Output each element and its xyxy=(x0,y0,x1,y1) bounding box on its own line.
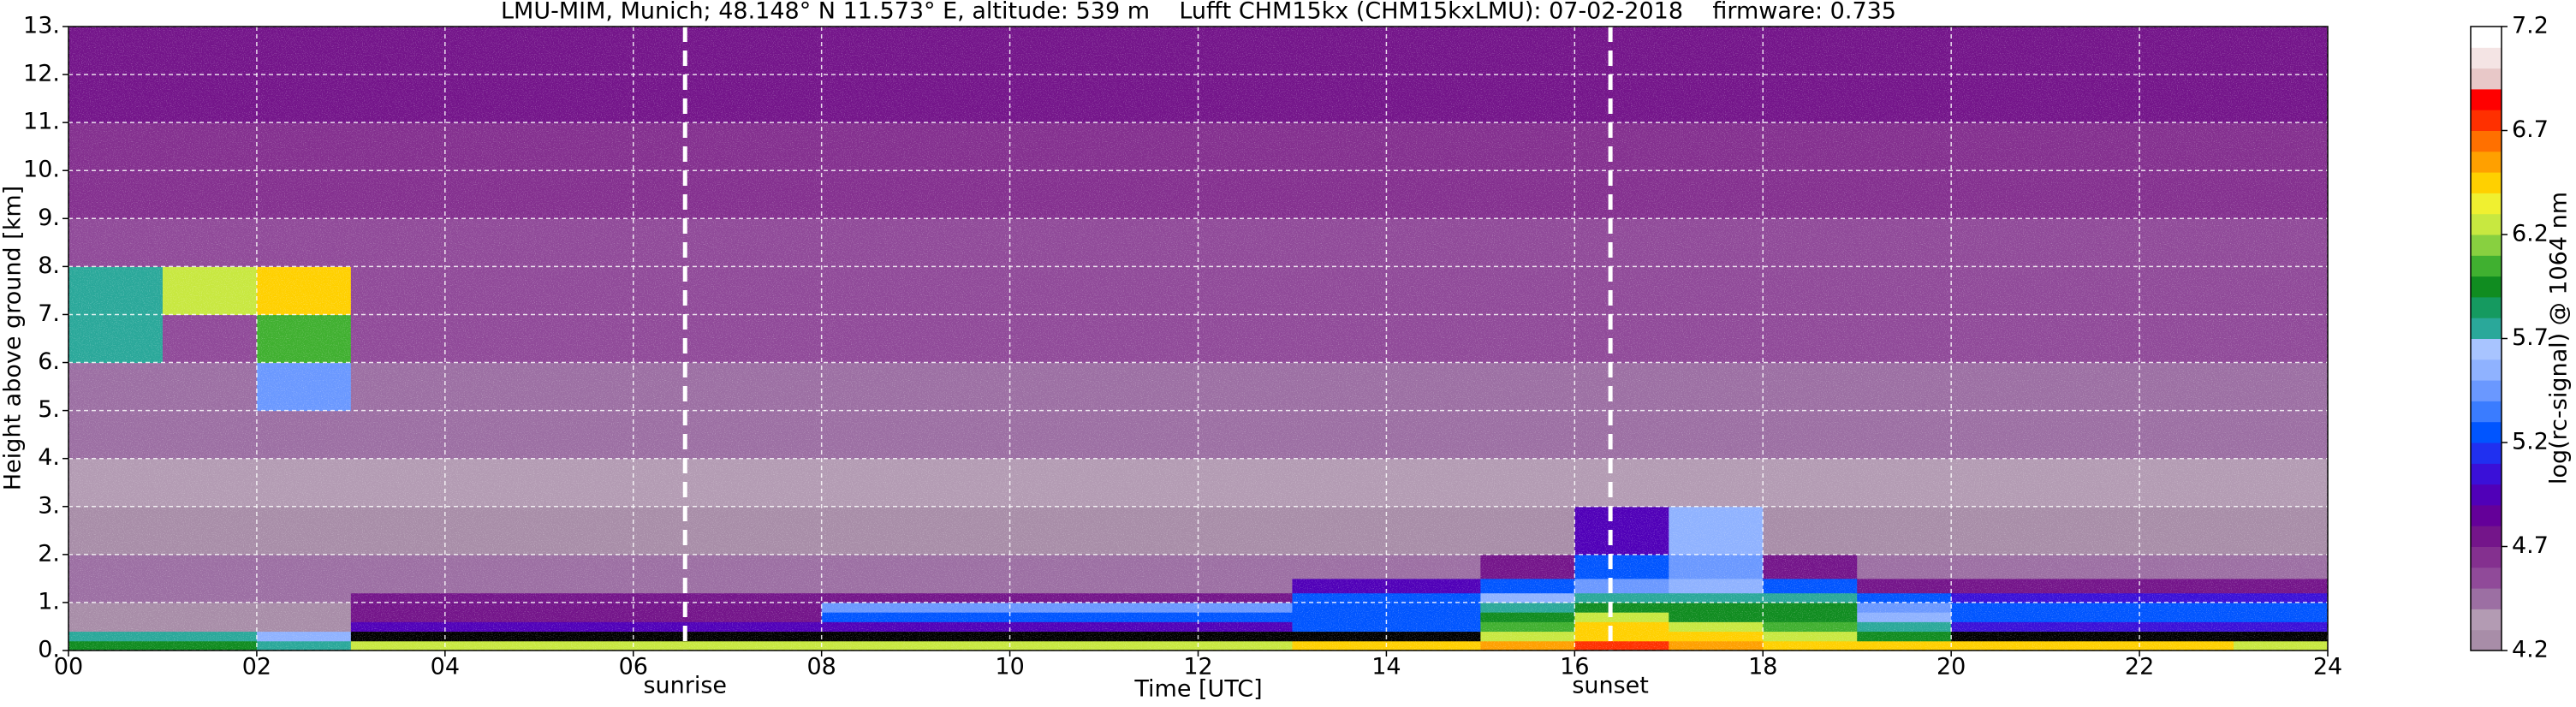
colorbar-band xyxy=(2471,609,2502,631)
colorbar-band xyxy=(2471,110,2502,131)
colorbar-band xyxy=(2471,588,2502,609)
colorbar-tick-label: 6.7 xyxy=(2512,116,2549,143)
colorbar-band xyxy=(2471,130,2502,152)
x-tick-label: 12 xyxy=(1183,654,1212,680)
colorbar-band xyxy=(2471,27,2502,48)
colorbar-band xyxy=(2471,629,2502,651)
y-tick-label: 12. xyxy=(23,61,60,87)
x-tick-label: 18 xyxy=(1748,654,1777,680)
colorbar-band xyxy=(2471,235,2502,256)
x-tick-label: 02 xyxy=(242,654,271,680)
y-tick-label: 3. xyxy=(38,492,60,519)
colorbar-band xyxy=(2471,443,2502,464)
colorbar-band xyxy=(2471,172,2502,193)
x-tick-label: 22 xyxy=(2125,654,2154,680)
colorbar-band xyxy=(2471,546,2502,568)
y-tick-label: 13. xyxy=(23,13,60,39)
colorbar-band xyxy=(2471,463,2502,485)
colorbar-band xyxy=(2471,359,2502,381)
annotation-label: sunset xyxy=(1572,673,1649,699)
colorbar-band xyxy=(2471,296,2502,318)
annotation-label: sunrise xyxy=(643,673,727,699)
colorbar-band xyxy=(2471,567,2502,589)
colorbar-band xyxy=(2471,276,2502,298)
colorbar-tick-label: 4.7 xyxy=(2512,532,2549,559)
y-tick-label: 6. xyxy=(38,348,60,375)
colorbar-band xyxy=(2471,88,2502,110)
colorbar-band xyxy=(2471,526,2502,547)
colorbar-tick-label: 5.7 xyxy=(2512,324,2549,351)
colorbar-band xyxy=(2471,318,2502,339)
x-axis-label: Time [UTC] xyxy=(1133,676,1262,703)
y-tick-label: 11. xyxy=(23,109,60,135)
colorbar-band xyxy=(2471,47,2502,69)
colorbar-band xyxy=(2471,401,2502,423)
x-tick-label: 24 xyxy=(2313,654,2342,680)
colorbar-tick-label: 7.2 xyxy=(2512,13,2549,39)
colorbar-band xyxy=(2471,380,2502,401)
colorbar-tick-label: 4.2 xyxy=(2512,637,2549,663)
x-tick-label: 08 xyxy=(806,654,836,680)
y-tick-label: 1. xyxy=(38,588,60,615)
colorbar-band xyxy=(2471,504,2502,526)
x-tick-label: 06 xyxy=(619,654,648,680)
colorbar-band xyxy=(2471,421,2502,443)
colorbar-label: log(rc-signal) @ 1064 nm xyxy=(2546,192,2573,484)
y-tick-label: 0. xyxy=(38,637,60,663)
x-tick-label: 10 xyxy=(995,654,1024,680)
colorbar-band xyxy=(2471,151,2502,173)
colorbar-band xyxy=(2471,213,2502,235)
y-tick-label: 2. xyxy=(38,540,60,567)
x-tick-label: 14 xyxy=(1371,654,1401,680)
x-tick-label: 00 xyxy=(54,654,83,680)
chart-title: LMU-MIM, Munich; 48.148° N 11.573° E, al… xyxy=(501,0,1896,25)
y-tick-label: 10. xyxy=(23,157,60,183)
colorbar-band xyxy=(2471,255,2502,277)
y-tick-label: 7. xyxy=(38,300,60,327)
y-axis-label: Height above ground [km] xyxy=(0,186,27,490)
colorbar-band xyxy=(2471,484,2502,506)
y-tick-label: 8. xyxy=(38,253,60,279)
colorbar-tick-label: 5.2 xyxy=(2512,429,2549,455)
plot-frame xyxy=(68,26,2329,651)
overlay: 00 02 04 06 08 10 12 14 16 18 20 22 24 0. 1. 2. 3. 4. 5. 6.… xyxy=(23,13,2342,699)
x-tick-label: 04 xyxy=(431,654,460,680)
colorbar-band xyxy=(2471,193,2502,215)
y-tick-label: 4. xyxy=(38,444,60,471)
y-tick-label: 9. xyxy=(38,205,60,231)
x-tick-label: 16 xyxy=(1560,654,1589,680)
colorbar-tick-label: 6.2 xyxy=(2512,221,2549,247)
x-tick-label: 20 xyxy=(1936,654,1966,680)
colorbar-band xyxy=(2471,68,2502,90)
colorbar-band xyxy=(2471,338,2502,360)
y-tick-label: 5. xyxy=(38,396,60,423)
